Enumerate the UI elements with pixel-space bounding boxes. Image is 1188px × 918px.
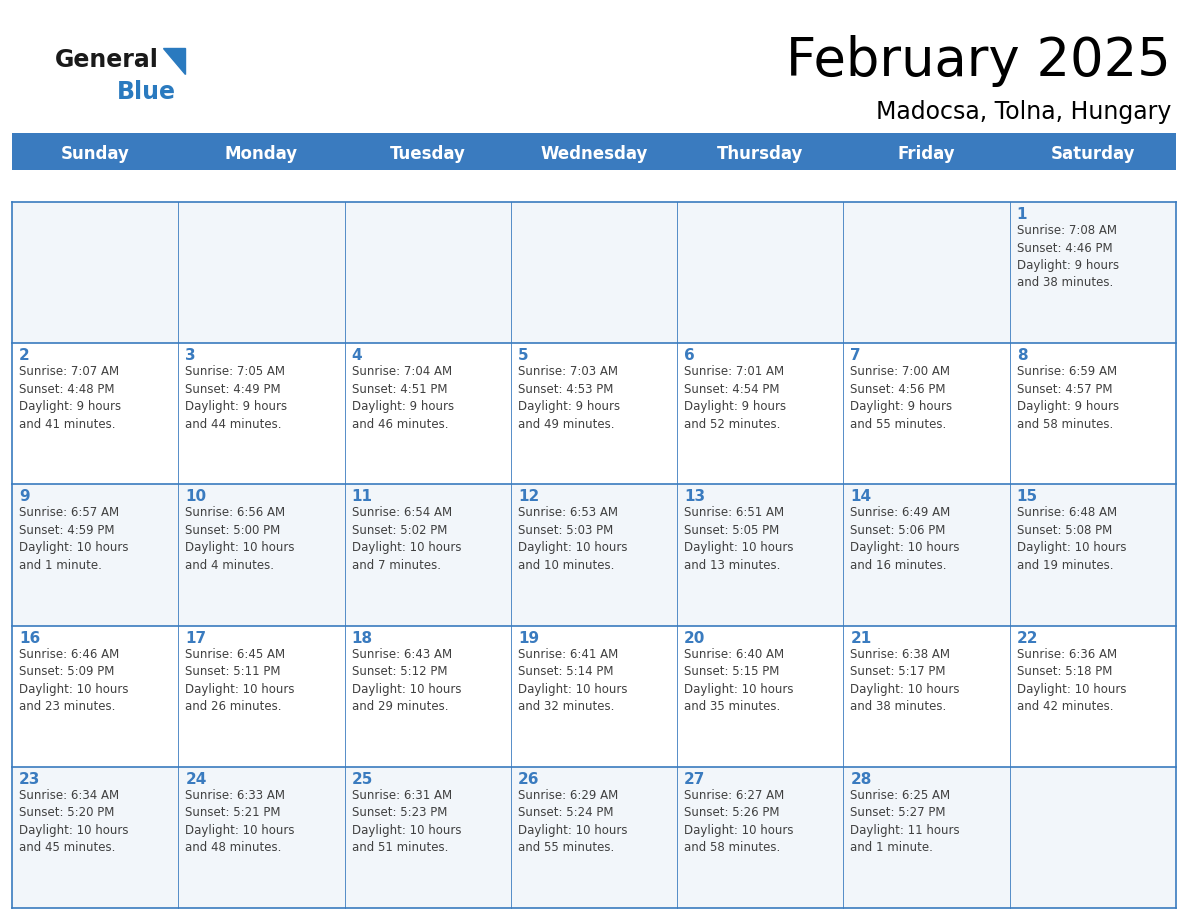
Text: 16: 16 — [19, 631, 40, 645]
Text: 19: 19 — [518, 631, 539, 645]
Text: Sunrise: 6:46 AM
Sunset: 5:09 PM
Daylight: 10 hours
and 23 minutes.: Sunrise: 6:46 AM Sunset: 5:09 PM Dayligh… — [19, 647, 128, 713]
Text: 2: 2 — [19, 348, 30, 364]
Text: Sunrise: 6:31 AM
Sunset: 5:23 PM
Daylight: 10 hours
and 51 minutes.: Sunrise: 6:31 AM Sunset: 5:23 PM Dayligh… — [352, 789, 461, 855]
Text: Tuesday: Tuesday — [390, 145, 466, 163]
Text: February 2025: February 2025 — [786, 35, 1171, 87]
Text: Saturday: Saturday — [1050, 145, 1135, 163]
Text: Sunrise: 6:40 AM
Sunset: 5:15 PM
Daylight: 10 hours
and 35 minutes.: Sunrise: 6:40 AM Sunset: 5:15 PM Dayligh… — [684, 647, 794, 713]
Text: 11: 11 — [352, 489, 373, 504]
Text: Sunrise: 7:07 AM
Sunset: 4:48 PM
Daylight: 9 hours
and 41 minutes.: Sunrise: 7:07 AM Sunset: 4:48 PM Dayligh… — [19, 365, 121, 431]
Text: Wednesday: Wednesday — [541, 145, 647, 163]
Text: Friday: Friday — [898, 145, 955, 163]
Text: Sunrise: 6:56 AM
Sunset: 5:00 PM
Daylight: 10 hours
and 4 minutes.: Sunrise: 6:56 AM Sunset: 5:00 PM Dayligh… — [185, 507, 295, 572]
Text: 4: 4 — [352, 348, 362, 364]
Text: 25: 25 — [352, 772, 373, 787]
Text: Sunrise: 6:29 AM
Sunset: 5:24 PM
Daylight: 10 hours
and 55 minutes.: Sunrise: 6:29 AM Sunset: 5:24 PM Dayligh… — [518, 789, 627, 855]
Text: Blue: Blue — [116, 80, 176, 104]
Bar — [12, 625, 1176, 767]
Text: 1: 1 — [1017, 207, 1028, 222]
Polygon shape — [163, 48, 185, 74]
Text: Sunrise: 6:27 AM
Sunset: 5:26 PM
Daylight: 10 hours
and 58 minutes.: Sunrise: 6:27 AM Sunset: 5:26 PM Dayligh… — [684, 789, 794, 855]
Bar — [12, 133, 1176, 138]
Bar — [12, 202, 1176, 343]
Text: 27: 27 — [684, 772, 706, 787]
Text: Madocsa, Tolna, Hungary: Madocsa, Tolna, Hungary — [876, 100, 1171, 124]
Text: Sunrise: 6:49 AM
Sunset: 5:06 PM
Daylight: 10 hours
and 16 minutes.: Sunrise: 6:49 AM Sunset: 5:06 PM Dayligh… — [851, 507, 960, 572]
Text: 6: 6 — [684, 348, 695, 364]
Text: 9: 9 — [19, 489, 30, 504]
Text: Sunrise: 6:57 AM
Sunset: 4:59 PM
Daylight: 10 hours
and 1 minute.: Sunrise: 6:57 AM Sunset: 4:59 PM Dayligh… — [19, 507, 128, 572]
Text: 8: 8 — [1017, 348, 1028, 364]
Text: Sunrise: 7:05 AM
Sunset: 4:49 PM
Daylight: 9 hours
and 44 minutes.: Sunrise: 7:05 AM Sunset: 4:49 PM Dayligh… — [185, 365, 287, 431]
Bar — [12, 343, 1176, 485]
Text: 17: 17 — [185, 631, 207, 645]
Text: 22: 22 — [1017, 631, 1038, 645]
Text: Sunday: Sunday — [61, 145, 129, 163]
Text: Sunrise: 7:04 AM
Sunset: 4:51 PM
Daylight: 9 hours
and 46 minutes.: Sunrise: 7:04 AM Sunset: 4:51 PM Dayligh… — [352, 365, 454, 431]
Text: Thursday: Thursday — [718, 145, 803, 163]
Bar — [12, 138, 1176, 170]
Text: Sunrise: 6:25 AM
Sunset: 5:27 PM
Daylight: 11 hours
and 1 minute.: Sunrise: 6:25 AM Sunset: 5:27 PM Dayligh… — [851, 789, 960, 855]
Text: 15: 15 — [1017, 489, 1038, 504]
Text: Sunrise: 7:00 AM
Sunset: 4:56 PM
Daylight: 9 hours
and 55 minutes.: Sunrise: 7:00 AM Sunset: 4:56 PM Dayligh… — [851, 365, 953, 431]
Text: Sunrise: 6:51 AM
Sunset: 5:05 PM
Daylight: 10 hours
and 13 minutes.: Sunrise: 6:51 AM Sunset: 5:05 PM Dayligh… — [684, 507, 794, 572]
Text: 7: 7 — [851, 348, 861, 364]
Text: Sunrise: 6:34 AM
Sunset: 5:20 PM
Daylight: 10 hours
and 45 minutes.: Sunrise: 6:34 AM Sunset: 5:20 PM Dayligh… — [19, 789, 128, 855]
Text: Sunrise: 6:54 AM
Sunset: 5:02 PM
Daylight: 10 hours
and 7 minutes.: Sunrise: 6:54 AM Sunset: 5:02 PM Dayligh… — [352, 507, 461, 572]
Text: Sunrise: 6:41 AM
Sunset: 5:14 PM
Daylight: 10 hours
and 32 minutes.: Sunrise: 6:41 AM Sunset: 5:14 PM Dayligh… — [518, 647, 627, 713]
Text: 20: 20 — [684, 631, 706, 645]
Text: 12: 12 — [518, 489, 539, 504]
Text: General: General — [55, 48, 159, 72]
Text: Sunrise: 7:03 AM
Sunset: 4:53 PM
Daylight: 9 hours
and 49 minutes.: Sunrise: 7:03 AM Sunset: 4:53 PM Dayligh… — [518, 365, 620, 431]
Text: Monday: Monday — [225, 145, 298, 163]
Text: Sunrise: 6:48 AM
Sunset: 5:08 PM
Daylight: 10 hours
and 19 minutes.: Sunrise: 6:48 AM Sunset: 5:08 PM Dayligh… — [1017, 507, 1126, 572]
Text: Sunrise: 6:38 AM
Sunset: 5:17 PM
Daylight: 10 hours
and 38 minutes.: Sunrise: 6:38 AM Sunset: 5:17 PM Dayligh… — [851, 647, 960, 713]
Text: 3: 3 — [185, 348, 196, 364]
Text: Sunrise: 6:33 AM
Sunset: 5:21 PM
Daylight: 10 hours
and 48 minutes.: Sunrise: 6:33 AM Sunset: 5:21 PM Dayligh… — [185, 789, 295, 855]
Text: Sunrise: 6:36 AM
Sunset: 5:18 PM
Daylight: 10 hours
and 42 minutes.: Sunrise: 6:36 AM Sunset: 5:18 PM Dayligh… — [1017, 647, 1126, 713]
Text: 13: 13 — [684, 489, 706, 504]
Bar — [12, 767, 1176, 908]
Text: 10: 10 — [185, 489, 207, 504]
Text: 24: 24 — [185, 772, 207, 787]
Text: Sunrise: 6:45 AM
Sunset: 5:11 PM
Daylight: 10 hours
and 26 minutes.: Sunrise: 6:45 AM Sunset: 5:11 PM Dayligh… — [185, 647, 295, 713]
Text: 5: 5 — [518, 348, 529, 364]
Text: 28: 28 — [851, 772, 872, 787]
Text: 18: 18 — [352, 631, 373, 645]
Text: Sunrise: 6:59 AM
Sunset: 4:57 PM
Daylight: 9 hours
and 58 minutes.: Sunrise: 6:59 AM Sunset: 4:57 PM Dayligh… — [1017, 365, 1119, 431]
Text: Sunrise: 7:01 AM
Sunset: 4:54 PM
Daylight: 9 hours
and 52 minutes.: Sunrise: 7:01 AM Sunset: 4:54 PM Dayligh… — [684, 365, 786, 431]
Text: Sunrise: 6:53 AM
Sunset: 5:03 PM
Daylight: 10 hours
and 10 minutes.: Sunrise: 6:53 AM Sunset: 5:03 PM Dayligh… — [518, 507, 627, 572]
Text: 23: 23 — [19, 772, 40, 787]
Text: 21: 21 — [851, 631, 872, 645]
Text: Sunrise: 7:08 AM
Sunset: 4:46 PM
Daylight: 9 hours
and 38 minutes.: Sunrise: 7:08 AM Sunset: 4:46 PM Dayligh… — [1017, 224, 1119, 289]
Text: 26: 26 — [518, 772, 539, 787]
Bar — [12, 485, 1176, 625]
Text: Sunrise: 6:43 AM
Sunset: 5:12 PM
Daylight: 10 hours
and 29 minutes.: Sunrise: 6:43 AM Sunset: 5:12 PM Dayligh… — [352, 647, 461, 713]
Text: 14: 14 — [851, 489, 872, 504]
